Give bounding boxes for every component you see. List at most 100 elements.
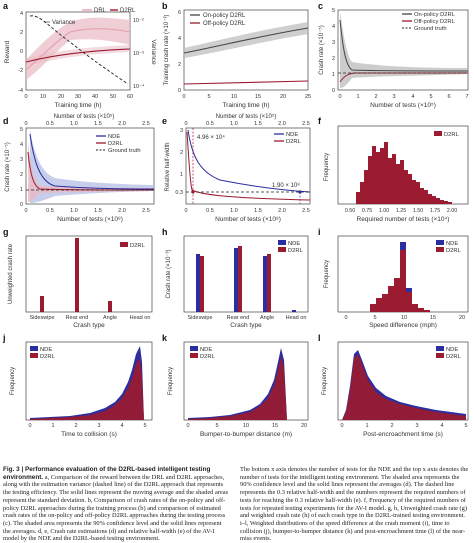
svg-text:2.00: 2.00 [447, 208, 457, 214]
panel-b-chart: On-policy D2RL Off-policy D2RL 0 2 4 6 0… [164, 9, 311, 109]
panel-g-label: g [3, 227, 9, 237]
legend-on-policy: On-policy D2RL [203, 13, 246, 19]
svg-text:5: 5 [332, 8, 335, 14]
legend-off-policy: Off-policy D2RL [203, 21, 246, 27]
panel-k-label: k [162, 333, 168, 343]
svg-text:20: 20 [459, 315, 465, 321]
panel-a: a Variance DRL D2RL -4 -2 0 2 4 10⁻² 10⁻… [0, 0, 158, 112]
legend-d2rl-h: D2RL [288, 248, 304, 254]
svg-text:Head on: Head on [286, 315, 307, 321]
nde-band [30, 130, 154, 203]
svg-text:1: 1 [51, 423, 54, 429]
svg-text:2: 2 [178, 62, 181, 68]
svg-text:2.0: 2.0 [278, 121, 286, 127]
nde-line-d [29, 133, 155, 190]
legend-d2rl-l: D2RL [446, 354, 462, 360]
panel-c-xlabel: Number of tests (×10⁵) [370, 102, 436, 109]
svg-text:6: 6 [178, 10, 181, 16]
legend-nde-e: NDE [286, 132, 298, 138]
histogram-j-nde [30, 346, 144, 420]
svg-text:2.5: 2.5 [302, 121, 310, 127]
panel-i-label: i [318, 227, 321, 237]
legend-ground-truth-c: Ground truth [414, 26, 447, 32]
panel-i-xlabel: Speed difference (mph) [369, 322, 437, 329]
svg-text:5: 5 [20, 127, 23, 133]
histogram-i-d2rl [370, 250, 430, 312]
legend-d2rl: D2RL [120, 8, 136, 14]
svg-text:1.0: 1.0 [230, 208, 238, 214]
svg-text:1.0: 1.0 [70, 208, 78, 214]
variance-annotation: Variance [52, 20, 76, 26]
on-policy-line [183, 27, 309, 54]
svg-text:4: 4 [332, 24, 335, 30]
svg-text:1.0: 1.0 [70, 121, 78, 127]
panel-d-xlabel: Number of tests (×10⁸) [57, 216, 123, 223]
panel-g-xlabel: Crash type [73, 322, 105, 329]
panel-d-ylabel: Crash rate (×10⁻⁵) [4, 142, 11, 192]
svg-text:1.00: 1.00 [379, 208, 389, 214]
svg-text:1.5: 1.5 [254, 208, 262, 214]
svg-text:10⁻³: 10⁻³ [133, 51, 144, 57]
svg-text:-4: -4 [18, 88, 23, 94]
panel-a-label: a [3, 1, 9, 11]
svg-text:1: 1 [356, 94, 359, 100]
panel-l-label: l [318, 333, 321, 343]
svg-text:2: 2 [390, 423, 393, 429]
svg-text:0: 0 [24, 121, 27, 127]
svg-text:1: 1 [365, 423, 368, 429]
svg-text:0.3: 0.3 [175, 190, 183, 196]
svg-text:Sideswipe: Sideswipe [187, 315, 212, 321]
panel-d-toplabel: Number of tests (×10⁵) [54, 113, 115, 120]
bar-sideswipe-g [40, 296, 44, 312]
histogram-f [356, 142, 452, 204]
panel-c-chart: On-policy D2RL Off-policy D2RL Ground tr… [318, 8, 469, 109]
bar-headon-nde [292, 310, 296, 312]
legend-d2rl-k: D2RL [200, 354, 216, 360]
annot-d2rl-count: 4.96 × 10⁴ [197, 134, 225, 141]
bar-angle-d2rl [267, 254, 271, 312]
panel-k-chart: NDE D2RL 0 5 10 15 20 Bumper-to-bumper d… [168, 341, 309, 438]
svg-text:2.0: 2.0 [118, 121, 126, 127]
legend-nde-h: NDE [288, 241, 300, 247]
panel-k: k NDE D2RL 0 5 10 15 20 Bumper-to-bumper… [160, 332, 314, 440]
svg-text:20: 20 [301, 423, 307, 429]
svg-text:2: 2 [332, 56, 335, 62]
svg-text:0: 0 [340, 423, 343, 429]
legend-ground-truth-d: Ground truth [108, 148, 141, 154]
svg-text:0.50: 0.50 [345, 208, 355, 214]
svg-text:0: 0 [344, 315, 347, 321]
svg-text:4: 4 [440, 423, 443, 429]
bar-rearend-d2rl [238, 246, 242, 312]
svg-text:1.5: 1.5 [94, 121, 102, 127]
svg-text:5: 5 [215, 423, 218, 429]
panel-h-ylabel: Crash rate (×10⁻³) [166, 249, 172, 298]
svg-text:15: 15 [255, 94, 261, 100]
svg-text:15: 15 [272, 423, 278, 429]
legend-d2rl-d: D2RL [108, 141, 124, 147]
panel-e-toplabel: Number of tests (×10⁵) [216, 113, 277, 120]
panel-e-xlabel: Number of tests (×10⁸) [215, 216, 281, 223]
svg-text:Angle: Angle [260, 315, 274, 321]
panel-f: f D2RL 0.50 0.75 1.00 1.25 1.50 1.75 2.0… [316, 112, 474, 226]
panel-e: e Number of tests (×10⁵) 0 0.5 1.0 1.5 2… [160, 112, 314, 226]
panel-i-chart: NDE D2RL 0 5 10 15 20 Speed difference (… [324, 235, 469, 329]
svg-text:50: 50 [110, 94, 116, 100]
panel-g: g D2RL Sideswipe Rear end Angle Head on … [0, 226, 158, 332]
svg-text:0: 0 [20, 202, 23, 208]
svg-text:2: 2 [74, 423, 77, 429]
svg-text:1: 1 [332, 72, 335, 78]
svg-text:Head on: Head on [130, 315, 151, 321]
svg-text:2.5: 2.5 [142, 121, 150, 127]
svg-text:4: 4 [120, 423, 123, 429]
svg-text:0: 0 [184, 208, 187, 214]
svg-text:1.5: 1.5 [94, 208, 102, 214]
legend-drl: DRL [94, 8, 107, 14]
legend-d2rl-i: D2RL [446, 248, 462, 254]
d2rl-line [25, 48, 131, 63]
svg-text:3: 3 [180, 128, 183, 134]
panel-i: i NDE D2RL 0 5 10 15 20 Speed difference… [316, 226, 474, 332]
histogram-k-d2rl [188, 356, 287, 420]
panel-k-xlabel: Bumper-to-bumper distance (m) [200, 431, 292, 438]
svg-text:2: 2 [20, 172, 23, 178]
svg-text:2: 2 [20, 30, 23, 36]
